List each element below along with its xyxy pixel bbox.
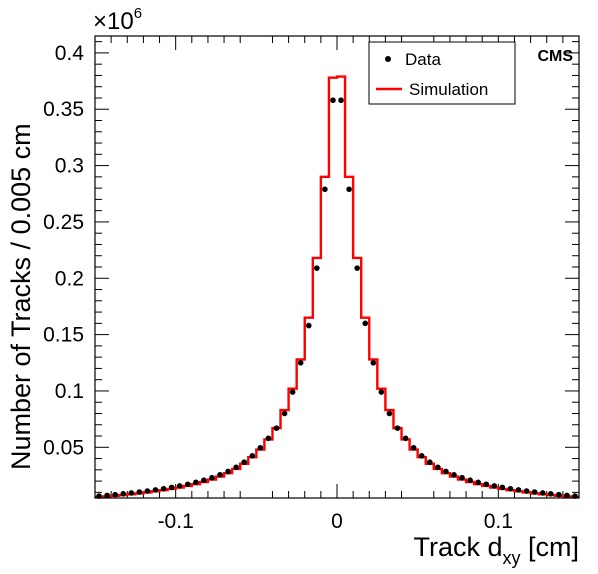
data-point: [257, 444, 264, 451]
data-points-layer: [96, 97, 578, 499]
data-point: [273, 425, 280, 431]
legend-simulation-label: Simulation: [409, 80, 488, 99]
data-point: [128, 490, 135, 496]
data-point: [507, 485, 514, 492]
data-point: [539, 490, 546, 496]
data-point: [556, 491, 562, 498]
data-point: [281, 410, 288, 417]
y-tick-label: 0.1: [55, 380, 84, 403]
data-point: [184, 481, 191, 488]
x-tick-label: -0.1: [158, 510, 194, 533]
data-point: [209, 474, 215, 481]
data-point: [523, 488, 530, 494]
data-point: [289, 389, 296, 395]
data-point: [104, 492, 110, 499]
data-point: [370, 359, 377, 366]
y-tick-label: 0.25: [43, 211, 84, 234]
experiment-label: CMS: [537, 48, 573, 65]
data-point: [491, 483, 498, 489]
data-point: [120, 491, 127, 497]
data-point: [410, 444, 417, 451]
data-point: [443, 468, 449, 475]
data-point: [233, 464, 239, 471]
data-point: [338, 97, 344, 104]
data-point: [322, 186, 328, 193]
data-point: [386, 410, 393, 417]
data-point: [201, 477, 207, 483]
data-point: [314, 265, 320, 271]
data-point: [112, 491, 118, 498]
data-point: [330, 97, 336, 104]
legend-data-label: Data: [405, 50, 441, 69]
legend-data-marker: [385, 56, 391, 62]
data-point: [354, 265, 360, 271]
data-point: [483, 481, 490, 488]
legend: Data Simulation: [368, 41, 516, 105]
data-point: [547, 491, 554, 497]
data-point: [451, 471, 457, 478]
data-point: [475, 479, 481, 486]
data-point: [378, 389, 385, 395]
data-point: [426, 459, 433, 465]
plot-frame: [94, 35, 580, 499]
x-axis-title: Track dxy [cm]: [413, 532, 579, 568]
data-point: [402, 435, 409, 442]
legend-box: [368, 41, 516, 105]
y-tick-label: 0.15: [43, 324, 84, 347]
y-tick-label: 0.4: [55, 42, 85, 65]
data-point: [249, 453, 256, 459]
x-tick-label: 0.1: [484, 510, 513, 533]
simulation-series-line: [95, 75, 579, 499]
data-point: [265, 435, 272, 442]
data-point: [193, 479, 199, 486]
data-point: [564, 492, 570, 499]
y-tick-label: 0.05: [43, 436, 84, 459]
simulation-layer: [95, 75, 579, 499]
data-point: [297, 359, 304, 366]
data-point: [305, 322, 312, 329]
data-point: [152, 487, 159, 493]
y-tick-label: 0.3: [55, 155, 84, 178]
y-tick-label: 0.35: [43, 98, 84, 121]
data-point: [168, 484, 175, 491]
data-point: [241, 459, 248, 465]
data-point: [176, 483, 183, 489]
data-point: [418, 453, 425, 459]
y-exponent-label: ×106: [93, 5, 142, 35]
data-point: [394, 425, 401, 431]
data-point: [160, 485, 167, 492]
tick-labels: -0.1 0 0.1 0.05 0.1 0.15 0.2 0.25 0.3 0.35 0.4: [43, 42, 513, 533]
data-point: [144, 488, 151, 494]
data-point: [499, 484, 506, 491]
data-point: [467, 477, 473, 483]
data-point: [362, 320, 369, 327]
y-axis-title: Number of Tracks / 0.005 cm: [6, 123, 36, 470]
data-point: [515, 487, 522, 493]
data-point: [346, 186, 352, 193]
y-tick-label: 0.2: [55, 267, 84, 290]
data-point: [217, 471, 223, 478]
data-point: [531, 489, 538, 495]
axis-ticks: [95, 36, 579, 498]
data-point: [136, 489, 143, 495]
data-point: [225, 468, 231, 475]
data-point: [435, 464, 441, 471]
data-point: [459, 474, 465, 481]
x-tick-label: 0: [331, 510, 343, 533]
